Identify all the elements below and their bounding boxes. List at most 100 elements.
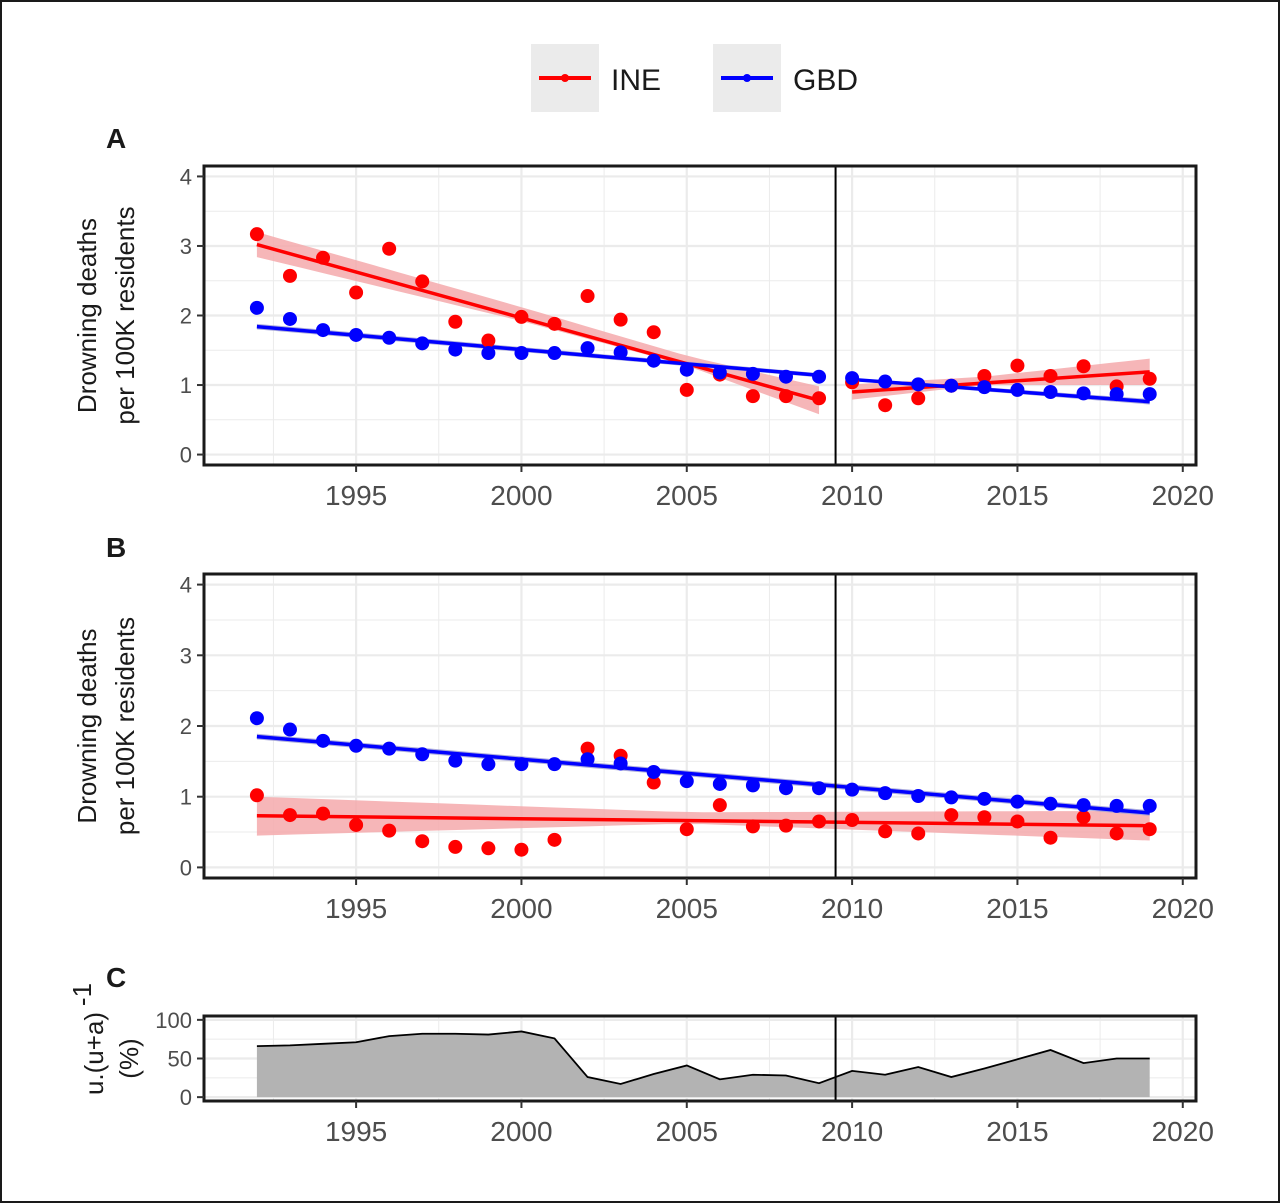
- data-point-gbd: [679, 774, 694, 789]
- data-point-ine: [448, 314, 463, 329]
- data-point-ine: [745, 389, 760, 404]
- data-point-ine: [282, 268, 297, 283]
- data-point-gbd: [613, 345, 628, 360]
- x-tick-label: 1995: [325, 893, 387, 924]
- data-point-ine: [1142, 371, 1157, 386]
- data-point-ine: [316, 806, 331, 821]
- data-point-gbd: [1010, 794, 1025, 809]
- data-point-gbd: [845, 371, 860, 386]
- x-tick-label: 2000: [490, 480, 552, 511]
- fit-line-ine: [851, 370, 1150, 394]
- data-point-ine: [382, 823, 397, 838]
- data-point-ine: [613, 312, 628, 327]
- data-point-gbd: [448, 342, 463, 357]
- data-point-ine: [249, 788, 264, 803]
- y-tick-label: 2: [180, 714, 192, 739]
- data-point-ine: [481, 333, 496, 348]
- data-point-ine: [679, 822, 694, 837]
- data-point-gbd: [845, 782, 860, 797]
- x-tick-label: 2010: [821, 1116, 883, 1147]
- data-point-gbd: [580, 341, 595, 356]
- x-tick-label: 2020: [1152, 893, 1214, 924]
- x-tick-label: 2020: [1152, 480, 1214, 511]
- data-point-ine: [911, 391, 926, 406]
- data-point-gbd: [514, 346, 529, 361]
- data-point-ine: [415, 274, 430, 289]
- data-point-ine: [745, 819, 760, 834]
- data-point-ine: [1076, 810, 1091, 825]
- data-point-gbd: [1076, 386, 1091, 401]
- fit-line-gbd: [851, 377, 1150, 404]
- data-point-gbd: [282, 722, 297, 737]
- x-tick-label: 2015: [986, 893, 1048, 924]
- data-point-ine: [679, 382, 694, 397]
- data-point-ine: [944, 808, 959, 823]
- data-point-gbd: [1109, 798, 1124, 813]
- data-point-gbd: [349, 327, 364, 342]
- data-point-gbd: [481, 757, 496, 772]
- data-point-ine: [712, 798, 727, 813]
- data-point-gbd: [580, 752, 595, 767]
- data-point-gbd: [349, 738, 364, 753]
- data-point-ine: [977, 810, 992, 825]
- panel-label-b: B: [106, 532, 126, 563]
- x-tick-label: 1995: [325, 480, 387, 511]
- data-point-ine: [812, 391, 827, 406]
- data-point-gbd: [778, 781, 793, 796]
- data-point-gbd: [977, 791, 992, 806]
- data-point-ine: [778, 389, 793, 404]
- data-point-ine: [249, 227, 264, 242]
- y-tick-label: 0: [180, 443, 192, 468]
- data-point-gbd: [316, 733, 331, 748]
- legend: INE GBD: [531, 44, 858, 112]
- y-tick-label: 3: [180, 643, 192, 668]
- y-tick-label: 1: [180, 785, 192, 810]
- data-point-gbd: [944, 790, 959, 805]
- y-tick-label: 4: [180, 164, 192, 189]
- data-point-ine: [514, 842, 529, 857]
- x-tick-label: 2020: [1152, 1116, 1214, 1147]
- data-point-gbd: [1010, 382, 1025, 397]
- fit-ribbon-ine: [256, 796, 1150, 841]
- data-point-gbd: [415, 336, 430, 351]
- data-point-gbd: [1076, 798, 1091, 813]
- x-tick-label: 2005: [656, 1116, 718, 1147]
- legend-key-ine-dot: [561, 74, 569, 82]
- data-point-gbd: [1043, 384, 1058, 399]
- data-point-ine: [382, 241, 397, 256]
- data-point-gbd: [415, 747, 430, 762]
- y-axis-title-line2: (%): [114, 1038, 144, 1078]
- y-tick-label: 3: [180, 234, 192, 259]
- data-point-ine: [481, 841, 496, 856]
- data-point-gbd: [712, 365, 727, 380]
- data-point-ine: [514, 309, 529, 324]
- y-tick-label: 1: [180, 373, 192, 398]
- data-point-gbd: [316, 323, 331, 338]
- data-point-ine: [349, 285, 364, 300]
- y-tick-label: 2: [180, 304, 192, 329]
- data-point-ine: [1043, 368, 1058, 383]
- data-point-gbd: [547, 346, 562, 361]
- data-point-ine: [580, 289, 595, 304]
- data-point-gbd: [249, 711, 264, 726]
- x-tick-label: 2010: [821, 893, 883, 924]
- y-tick-label: 0: [180, 855, 192, 880]
- data-point-ine: [1076, 359, 1091, 374]
- data-point-gbd: [547, 757, 562, 772]
- data-point-gbd: [745, 366, 760, 381]
- y-tick-label: 4: [180, 573, 192, 598]
- y-axis-title-line1: Drowning deaths: [72, 218, 102, 413]
- data-point-gbd: [1109, 387, 1124, 402]
- data-point-gbd: [812, 781, 827, 796]
- x-tick-label: 2005: [656, 893, 718, 924]
- data-point-gbd: [646, 764, 661, 779]
- data-point-gbd: [249, 300, 264, 315]
- y-axis-title-line1: u.(u+a): [79, 1012, 109, 1095]
- data-point-ine: [282, 808, 297, 823]
- data-point-gbd: [1043, 796, 1058, 811]
- fit-line-ine: [256, 814, 1150, 828]
- data-point-ine: [646, 775, 661, 790]
- x-tick-label: 2015: [986, 1116, 1048, 1147]
- panel-label-c: C: [106, 962, 126, 993]
